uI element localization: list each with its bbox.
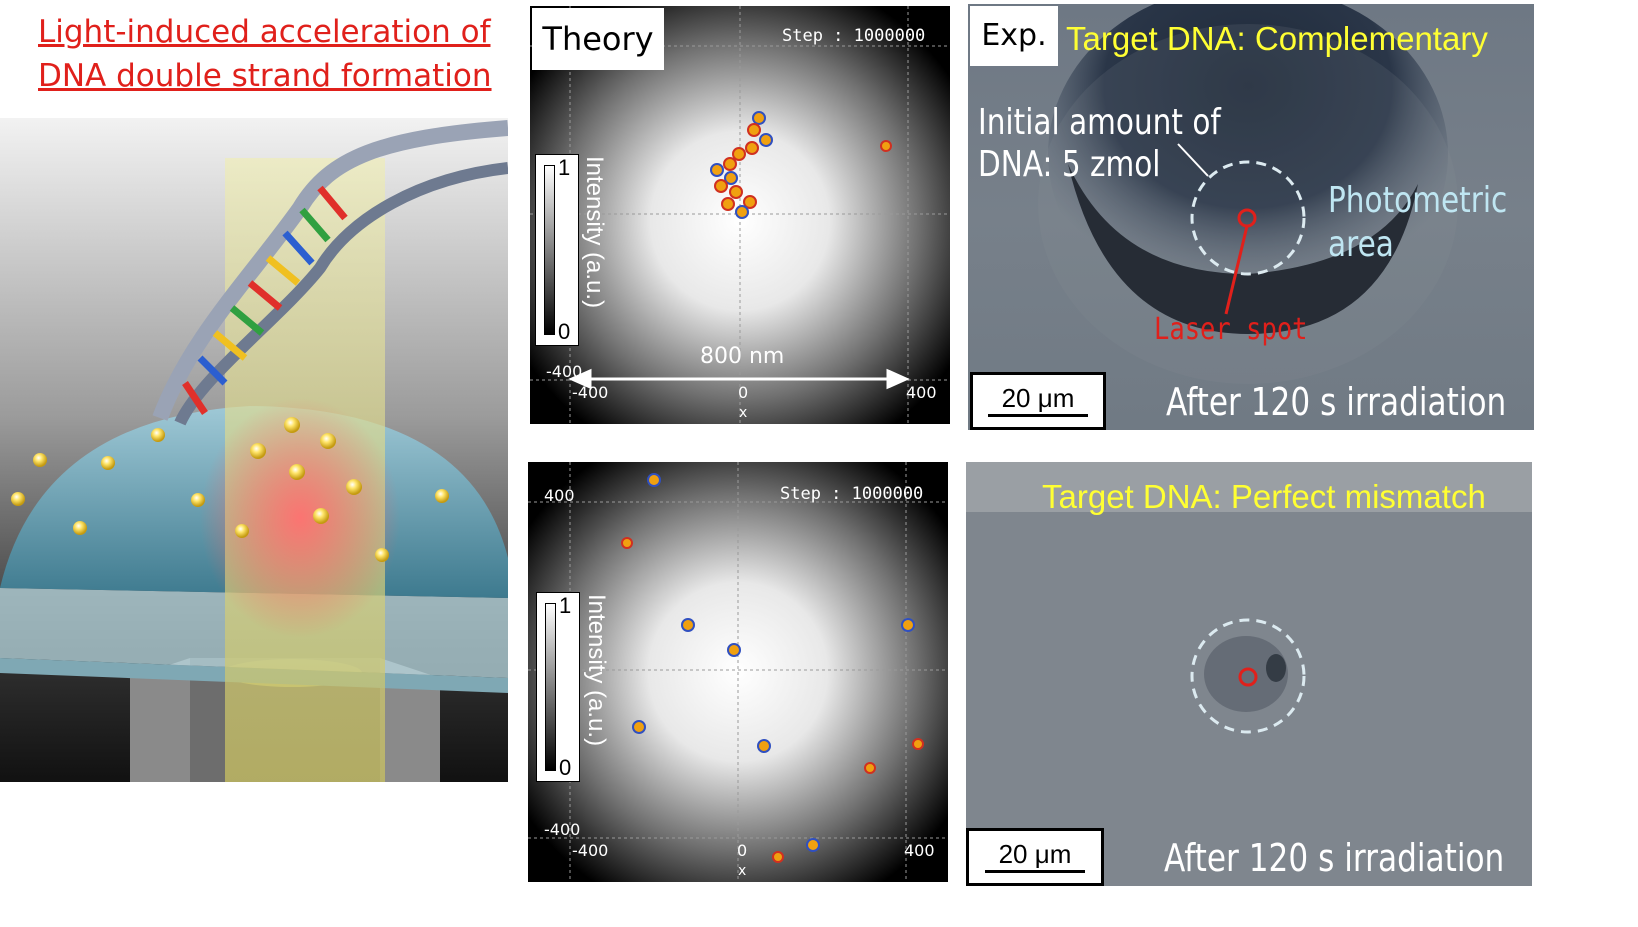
title-line-2: DNA double strand formation bbox=[38, 58, 492, 94]
mismatch-colorbar-title: Intensity (a.u.) bbox=[583, 594, 610, 747]
initial-amount-line-2: DNA: 5 zmol bbox=[978, 144, 1161, 185]
mismatch-xtick-right: 400 bbox=[904, 841, 935, 860]
mismatch-colorbar: 1 0 bbox=[536, 592, 580, 782]
exp-mismatch-scalebar: 20 μm bbox=[966, 828, 1104, 886]
mismatch-colorbar-max: 1 bbox=[559, 593, 572, 618]
exp-label: Exp. bbox=[970, 6, 1058, 66]
exp-mismatch-panel: Target DNA: Perfect mismatch 20 μm After… bbox=[966, 462, 1532, 886]
mismatch-laser-spot-marker bbox=[1238, 667, 1258, 687]
theory-ytick-min: -400 bbox=[546, 362, 583, 381]
theory-distance-label: 800 nm bbox=[700, 344, 785, 369]
exp-mismatch-micrograph bbox=[966, 462, 1532, 886]
mismatch-particles bbox=[621, 473, 924, 863]
exp-target-mismatch: Target DNA: Perfect mismatch bbox=[1042, 478, 1486, 515]
exp-mismatch-after: After 120 s irradiation bbox=[1164, 836, 1505, 880]
mismatch-photometric-circle bbox=[1190, 618, 1306, 734]
theory-label: Theory bbox=[532, 8, 664, 70]
theory-xlabel: x bbox=[739, 405, 748, 421]
mismatch-xtick-center: 0 bbox=[737, 841, 748, 860]
theory-colorbar-title: Intensity (a.u.) bbox=[581, 156, 608, 309]
mismatch-intensity-map bbox=[528, 462, 948, 882]
theory-xtick-left: -400 bbox=[572, 383, 609, 402]
exp-complementary-micrograph bbox=[968, 4, 1534, 430]
mismatch-colorbar-min: 0 bbox=[559, 755, 572, 780]
mismatch-xlabel: x bbox=[738, 863, 747, 879]
photometric-area-circle bbox=[1190, 160, 1306, 276]
mismatch-ytick-max: 400 bbox=[544, 486, 575, 505]
mismatch-scalebar-label: 20 μm bbox=[998, 839, 1072, 869]
exp-complementary-panel: Exp. Target DNA: Complementary Initial a… bbox=[968, 4, 1534, 430]
illustration-panel bbox=[0, 118, 508, 782]
title-line-1: Light-induced acceleration of bbox=[38, 14, 491, 50]
mismatch-sim-panel: Step : 1000000 400 1 0 Intensity (a.u.) … bbox=[528, 462, 948, 882]
theory-colorbar: 1 0 bbox=[535, 154, 579, 346]
mismatch-xtick-left: -400 bbox=[572, 841, 609, 860]
illustration-graphic bbox=[0, 118, 508, 782]
laser-spot-label: Laser spot bbox=[1154, 312, 1308, 347]
mismatch-step-readout: Step : 1000000 bbox=[780, 484, 924, 504]
exp-target-complementary: Target DNA: Complementary bbox=[1066, 20, 1488, 57]
initial-amount-line-1: Initial amount of bbox=[978, 102, 1221, 143]
theory-xtick-right: 400 bbox=[906, 383, 937, 402]
theory-colorbar-max: 1 bbox=[558, 155, 571, 180]
mismatch-ytick-min: -400 bbox=[544, 820, 581, 839]
theory-colorbar-min: 0 bbox=[558, 319, 571, 344]
exp-complementary-scalebar: 20 μm bbox=[970, 372, 1106, 430]
theory-step-readout: Step : 1000000 bbox=[782, 26, 926, 46]
scalebar-label: 20 μm bbox=[1001, 383, 1075, 413]
exp-complementary-after: After 120 s irradiation bbox=[1166, 380, 1507, 424]
photometric-label-line-1: Photometric bbox=[1328, 180, 1508, 221]
theory-particles bbox=[710, 111, 892, 219]
theory-xtick-center: 0 bbox=[738, 383, 749, 402]
photometric-label-line-2: area bbox=[1328, 224, 1394, 265]
distance-arrow bbox=[568, 368, 910, 390]
theory-sim-panel: Theory Step : 1000000 1 0 Intensity (a.u… bbox=[530, 6, 950, 424]
